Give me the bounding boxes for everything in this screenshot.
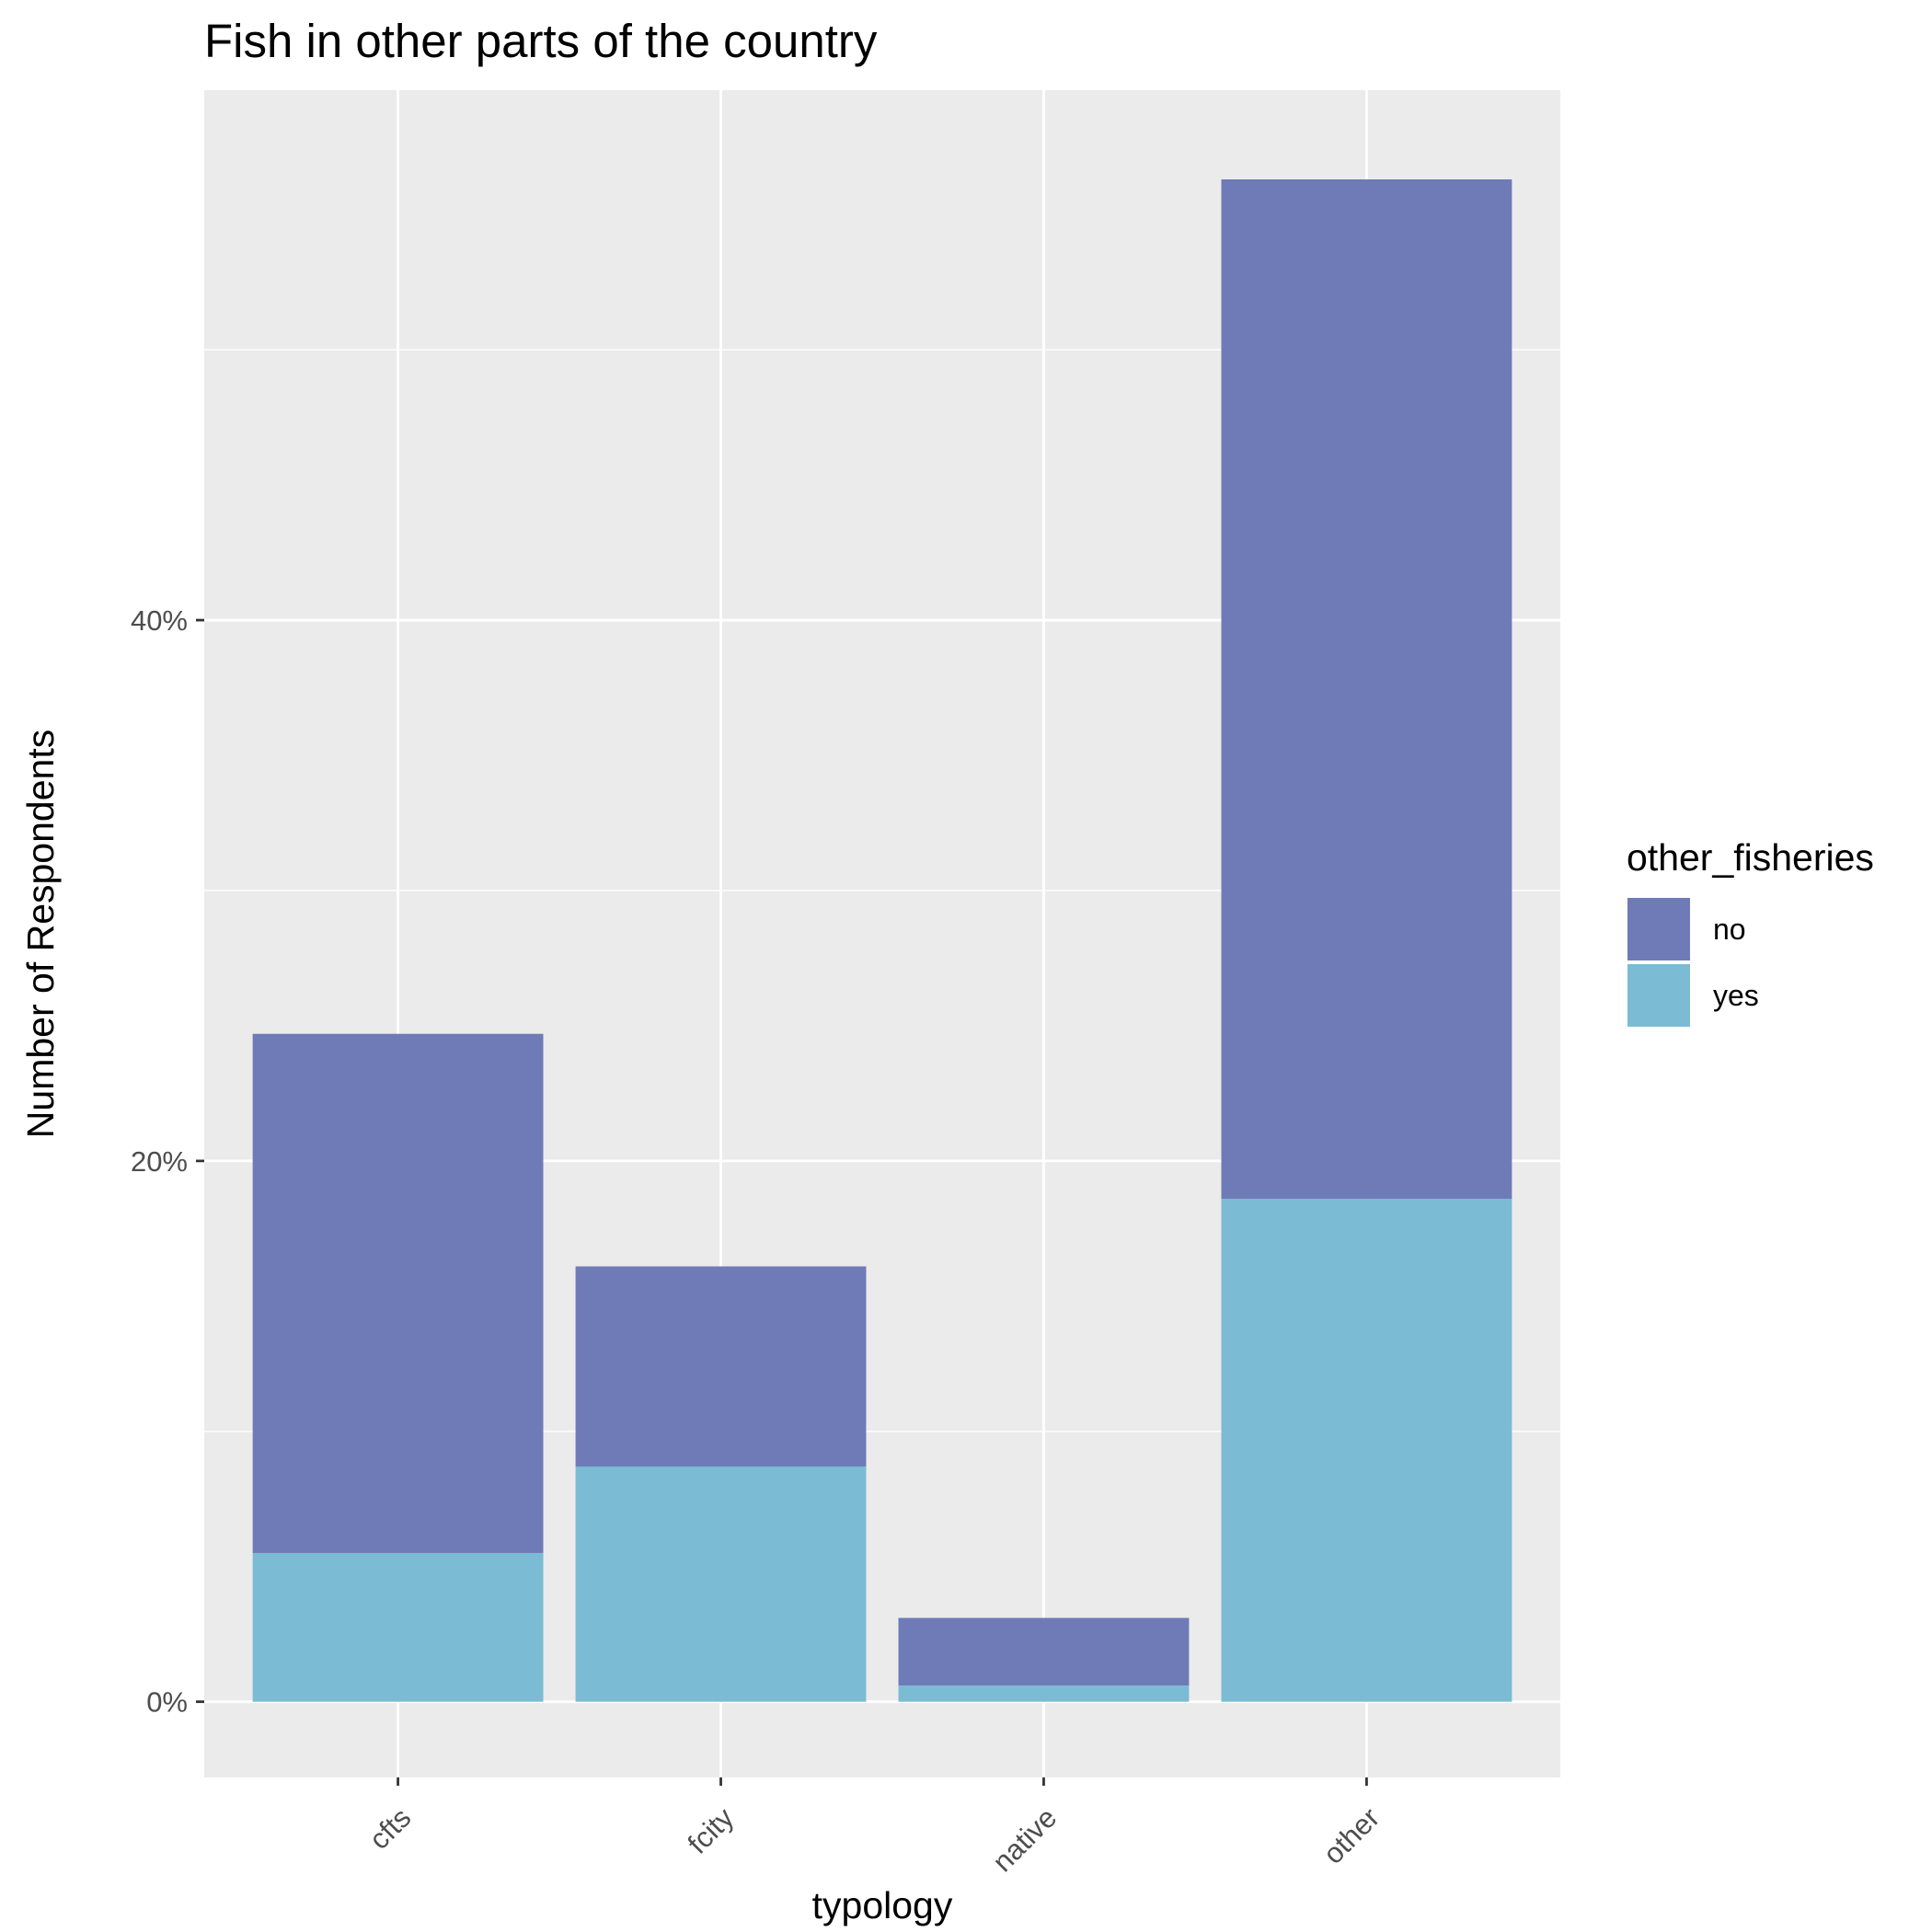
bar-other-yes bbox=[1221, 1199, 1512, 1702]
x-tick-label-cfts: cfts bbox=[363, 1801, 418, 1856]
bar-cfts-no bbox=[252, 1033, 544, 1554]
bars bbox=[252, 178, 1512, 1702]
bar-native-yes bbox=[898, 1685, 1190, 1702]
bar-fcity-no bbox=[575, 1266, 867, 1467]
y-tick-label: 0% bbox=[146, 1686, 188, 1719]
legend-key-yes bbox=[1626, 962, 1692, 1029]
x-tick-label-other: other bbox=[1317, 1801, 1386, 1870]
y-axis: 0% 20% 40% bbox=[131, 604, 204, 1719]
x-axis: cfts fcity native other bbox=[363, 1777, 1386, 1878]
legend: other_fisheries no yes bbox=[1626, 836, 1874, 1029]
bar-cfts-yes bbox=[252, 1553, 544, 1702]
x-tick-label-fcity: fcity bbox=[682, 1801, 741, 1860]
x-tick-label-native: native bbox=[986, 1801, 1063, 1878]
legend-label-yes: yes bbox=[1713, 979, 1759, 1012]
legend-key-no bbox=[1626, 896, 1692, 962]
bar-native-no bbox=[898, 1617, 1190, 1686]
y-axis-title: Number of Respondents bbox=[19, 730, 62, 1138]
y-tick-label: 40% bbox=[131, 604, 188, 637]
bar-other-no bbox=[1221, 178, 1512, 1200]
legend-title: other_fisheries bbox=[1627, 836, 1874, 879]
bar-fcity-yes bbox=[575, 1466, 867, 1702]
y-tick-label: 20% bbox=[131, 1145, 188, 1178]
chart-title: Fish in other parts of the country bbox=[204, 15, 878, 67]
x-axis-title: typology bbox=[812, 1884, 953, 1926]
legend-label-no: no bbox=[1713, 913, 1746, 946]
